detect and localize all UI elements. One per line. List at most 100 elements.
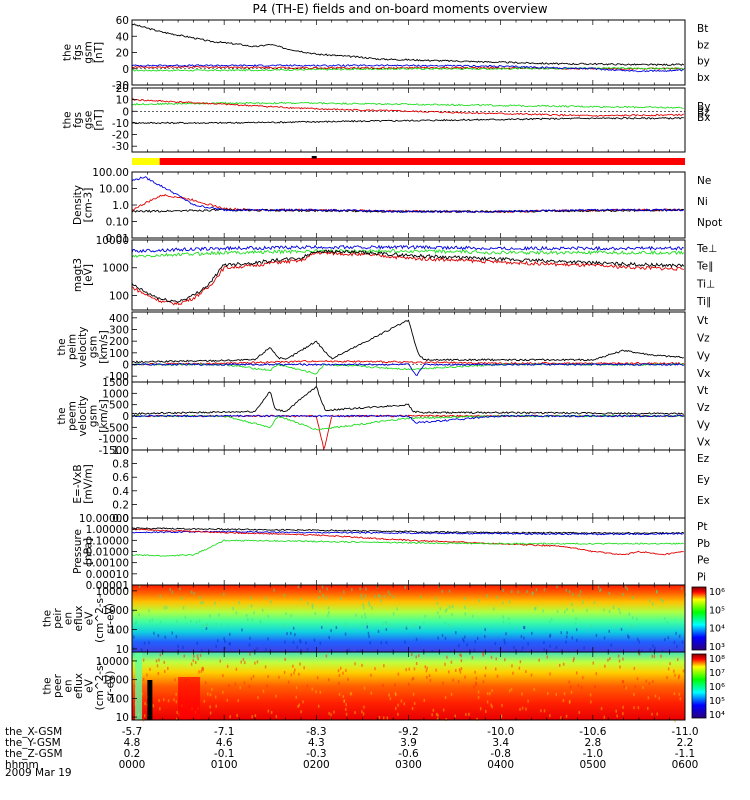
spectrogram-cell [426, 675, 428, 679]
spectrogram-cell [190, 619, 192, 623]
y-axis-label: [nT] [93, 42, 105, 63]
spectrogram-cell [284, 657, 286, 661]
spectrogram-cell [566, 607, 568, 611]
y-axis-label: en [63, 612, 75, 625]
spectrogram-cell [535, 588, 538, 592]
y-tick-label: 1.00000 [86, 524, 129, 536]
panel-peir_eflux: 10³ 10⁴ 10⁵ 10⁶ 10 100 1000 10000 thepeireneflux… [42, 584, 725, 656]
spectrogram-cell [653, 655, 656, 659]
spectrogram-cell [397, 712, 399, 716]
y-axis-label: eflux [73, 673, 85, 699]
spectrogram-cell [234, 682, 237, 686]
spectrogram-cell [292, 664, 294, 668]
spectrogram-cell [318, 596, 320, 600]
spectrogram-cell [135, 620, 138, 624]
spectrogram-cell [459, 653, 461, 657]
series-temperature-1 [131, 248, 685, 258]
spectrogram-cell [435, 712, 438, 716]
spectrogram-cell [248, 684, 251, 688]
spectrogram-cell [664, 638, 666, 642]
spectrogram-cell [538, 658, 540, 662]
spectrogram-cell [450, 660, 453, 664]
y-tick-label: -30 [112, 141, 129, 153]
spectrogram-cell [259, 621, 262, 625]
spectrogram-cell [359, 587, 361, 591]
spectrogram-cell [534, 607, 536, 611]
legend-entry: Pb [697, 538, 710, 550]
spectrogram-cell [293, 671, 295, 675]
spectrogram-cell [204, 624, 207, 628]
spectrogram-cell [252, 674, 255, 678]
y-axis-label: magt3 [72, 258, 84, 292]
spectrogram-cell [673, 692, 676, 696]
spectrogram-cell [549, 644, 551, 648]
spectrogram-cell [531, 631, 533, 635]
spectrogram-cell [519, 660, 522, 664]
spectrogram-cell [629, 623, 632, 627]
spectrogram-cell [295, 686, 298, 690]
spectrogram-cell [138, 585, 141, 589]
spectrogram-cell [299, 662, 301, 666]
x-axis-value: 4.8 [124, 737, 141, 749]
spectrogram-cell [344, 707, 347, 711]
spectrogram-cell [622, 657, 624, 661]
spectrogram-cell [634, 624, 636, 628]
spectrogram-cell [362, 606, 365, 610]
spectrogram-cell [382, 683, 384, 687]
spectrogram-cell [215, 644, 217, 648]
spectrogram-cell [366, 625, 369, 629]
spectrogram-cell [464, 612, 467, 616]
spectrogram-cell [364, 615, 367, 619]
spectrogram-cell [523, 625, 525, 629]
spectrogram-cell [448, 605, 451, 609]
spectrogram-cell [344, 632, 347, 636]
spectrogram-cell [292, 626, 295, 630]
date-label: 2009 Mar 19 [5, 767, 72, 779]
spectrogram-cell [484, 674, 486, 678]
spectrogram-cell [451, 605, 454, 609]
spectrogram-cell [591, 624, 593, 628]
colorbar-scale [691, 653, 707, 719]
x-axis-value: 0.2 [124, 748, 141, 760]
spectrogram-cell [199, 653, 202, 657]
spectrogram-cell [680, 587, 683, 591]
y-tick-label: 100 [109, 348, 129, 360]
spectrogram-cell [379, 595, 381, 599]
spectrogram-cell [173, 698, 175, 702]
spectrogram-cell [345, 712, 348, 716]
spectrogram-cell [406, 624, 408, 628]
spectrogram-cell [405, 668, 407, 672]
y-axis-label: E=-VxB [72, 464, 84, 503]
y-tick-label: 1.0 [112, 445, 129, 457]
spectrogram-cell [206, 622, 208, 626]
colorbar-label: 10⁵ [709, 696, 725, 707]
spectrogram-cell [464, 606, 466, 610]
spectrogram-cell [521, 646, 524, 650]
legend-entry: Te⊥ [696, 243, 717, 255]
spectrogram-cell [142, 677, 145, 681]
spectrogram-cell [361, 615, 363, 619]
y-tick-label: 10.00 [99, 184, 129, 196]
spectrogram-cell [306, 647, 309, 651]
spectrogram-cell [523, 636, 525, 640]
spectrogram-cell [632, 596, 634, 600]
legend-entry: Bx [697, 112, 710, 124]
spectrogram-cell [502, 601, 504, 605]
y-tick-label: 400 [109, 313, 129, 325]
spectrogram-cell [270, 600, 272, 604]
spectrogram-cell [367, 631, 370, 635]
spectrogram-cell [198, 619, 201, 623]
spectrogram-cell [361, 663, 363, 667]
spectrogram-cell [300, 710, 302, 714]
spectrogram-cell [504, 658, 506, 662]
spectrogram-cell [525, 670, 527, 674]
spectrogram-cell [482, 680, 485, 684]
spectrogram-cell [267, 709, 270, 713]
spectrogram-cell [462, 637, 464, 641]
spectrogram-cell [404, 640, 406, 644]
spectrogram-cell [345, 669, 347, 673]
spectrogram-cell [152, 704, 155, 708]
x-axis-row-label: the_Y-GSM [5, 737, 61, 749]
spectrogram-cell [419, 626, 421, 630]
spectrogram-cell [292, 640, 295, 644]
